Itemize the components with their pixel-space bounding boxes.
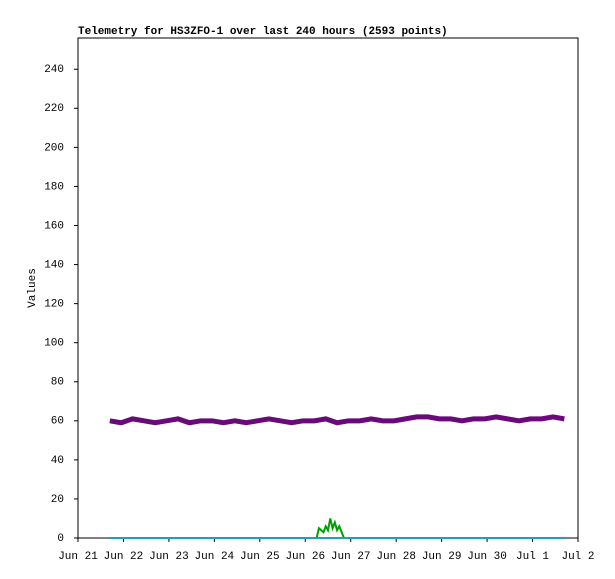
y-tick-label: 40 [51, 455, 64, 467]
x-tick-label: Jun 27 [331, 551, 371, 563]
chart-title: Telemetry for HS3ZFO-1 over last 240 hou… [78, 26, 448, 38]
x-tick-label: Jun 28 [376, 551, 416, 563]
y-tick-label: 140 [44, 259, 64, 271]
y-tick-label: 160 [44, 220, 64, 232]
x-tick-label: Jun 26 [285, 551, 325, 563]
x-tick-label: Jul 2 [561, 551, 594, 563]
y-tick-label: 80 [51, 377, 64, 389]
x-tick-label: Jun 30 [467, 551, 507, 563]
x-tick-label: Jun 25 [240, 551, 280, 563]
series-line [109, 518, 565, 539]
y-tick-label: 180 [44, 181, 64, 193]
x-tick-label: Jul 1 [516, 551, 549, 563]
y-tick-label: 120 [44, 299, 64, 311]
x-tick-label: Jun 29 [422, 551, 462, 563]
plot-frame [77, 37, 579, 539]
y-tick-label: 0 [57, 533, 64, 545]
y-tick-label: 220 [44, 103, 64, 115]
y-tick-label: 240 [44, 64, 64, 76]
series-line [109, 414, 565, 426]
y-tick-label: 200 [44, 142, 64, 154]
x-tick-label: Jun 24 [195, 551, 235, 563]
y-axis-label: Values [27, 268, 39, 308]
x-tick-label: Jun 21 [58, 551, 98, 563]
x-tick-label: Jun 23 [149, 551, 189, 563]
x-tick-label: Jun 22 [104, 551, 144, 563]
y-tick-label: 20 [51, 494, 64, 506]
y-tick-label: 100 [44, 338, 64, 350]
y-tick-label: 60 [51, 416, 64, 428]
